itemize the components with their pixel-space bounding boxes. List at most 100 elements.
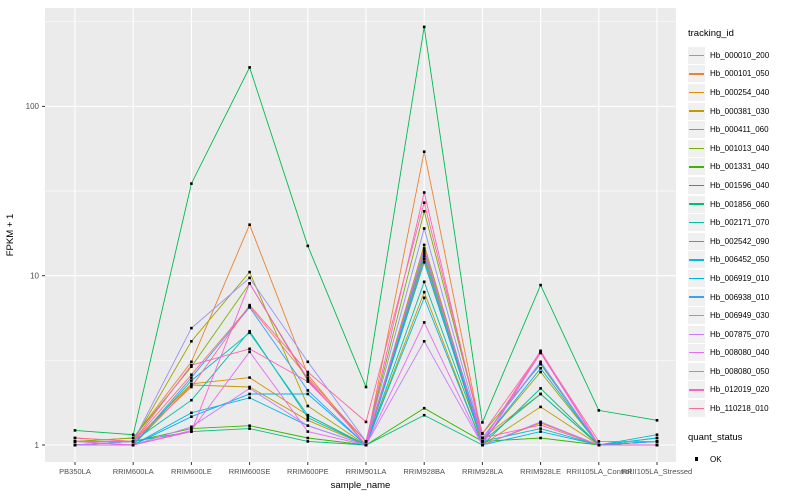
data-point [364, 443, 368, 447]
data-point [422, 290, 426, 294]
data-point [539, 350, 542, 354]
legend-item-Hb_006452_050: Hb_006452_050 [688, 251, 798, 270]
data-point [422, 280, 426, 284]
legend-key-line [688, 325, 705, 343]
legend-key-line [688, 381, 705, 399]
x-tick-label: RRIM901LA [346, 467, 387, 476]
legend-item-Hb_006949_030: Hb_006949_030 [688, 306, 798, 325]
data-point [248, 385, 251, 389]
legend-item-Hb_002542_090: Hb_002542_090 [688, 232, 798, 251]
data-point [539, 423, 542, 427]
data-point [364, 385, 368, 389]
data-point [481, 436, 484, 440]
series-color-swatch [689, 407, 704, 410]
data-point [306, 440, 310, 443]
series-color-swatch [689, 166, 704, 168]
data-point [306, 416, 310, 419]
series-color-swatch [689, 333, 704, 335]
data-point [655, 436, 659, 440]
legend-key-line [688, 307, 705, 325]
legend-item-label: Hb_000254_040 [710, 87, 770, 97]
plot-panel [45, 8, 676, 462]
series-color-swatch [689, 389, 704, 391]
legend-item-Hb_001596_040: Hb_001596_040 [688, 176, 798, 195]
legend-item-label: Hb_008080_050 [710, 366, 770, 376]
data-point [422, 243, 426, 247]
legend-key-line [688, 344, 705, 362]
legend-item-Hb_006919_010: Hb_006919_010 [688, 269, 798, 288]
data-point [73, 443, 77, 447]
y-tick-label: 10 [30, 272, 39, 281]
x-tick-label: RRIM600LE [171, 467, 212, 476]
data-point [539, 392, 542, 396]
data-point [248, 306, 251, 309]
data-point [248, 303, 251, 307]
data-point [539, 405, 542, 409]
data-point [539, 360, 542, 364]
legend-item-label: Hb_001013_040 [710, 143, 770, 153]
data-point [422, 150, 426, 153]
legend-item-Hb_007875_070: Hb_007875_070 [688, 325, 798, 344]
legend-key-line [688, 400, 705, 418]
data-point [73, 429, 77, 432]
x-tick-label: RRIM928LE [520, 467, 561, 476]
data-point [422, 201, 426, 204]
legend-key-line [688, 139, 705, 157]
series-color-swatch [689, 259, 704, 261]
data-point [190, 326, 193, 330]
legend-item-Hb_000411_060: Hb_000411_060 [688, 120, 798, 139]
data-point [539, 420, 542, 424]
data-point [655, 433, 659, 436]
data-point [481, 432, 484, 435]
legend-panel: tracking_id Hb_000010_200 Hb_000101_050 Hb… [688, 28, 798, 468]
legend-item-Hb_001856_060: Hb_001856_060 [688, 195, 798, 214]
legend-key-line [688, 269, 705, 287]
legend-item-quant-OK: OK [688, 450, 798, 469]
data-point [190, 415, 193, 418]
data-point [306, 404, 310, 408]
legend-item-label: Hb_006938_010 [710, 292, 770, 302]
data-point [306, 419, 310, 422]
data-point [422, 321, 426, 324]
legend-item-label: Hb_001596_040 [710, 180, 770, 190]
legend-key-line [688, 176, 705, 194]
series-color-swatch [689, 277, 704, 280]
data-point [306, 430, 310, 433]
data-point [539, 436, 542, 440]
legend-key-line [688, 65, 705, 83]
data-point [248, 424, 251, 427]
data-point [248, 396, 251, 400]
data-point [306, 360, 310, 364]
data-point [597, 440, 601, 443]
data-point [248, 387, 251, 390]
data-point [422, 252, 426, 255]
data-point [422, 210, 426, 213]
data-point [655, 440, 659, 443]
data-point [422, 191, 426, 194]
series-color-swatch [689, 73, 704, 75]
data-point [131, 433, 135, 436]
data-point [422, 255, 426, 258]
data-point [306, 244, 310, 248]
data-point [539, 387, 542, 390]
series-color-swatch [689, 203, 704, 205]
data-point [481, 443, 484, 447]
legend-key-line [688, 121, 705, 139]
series-color-swatch [689, 352, 704, 354]
legend-key-line [688, 214, 705, 232]
x-tick-label: RRIM600LA [113, 467, 154, 476]
data-point [248, 276, 251, 280]
data-point [306, 373, 310, 376]
data-point [306, 424, 310, 427]
data-point [422, 413, 426, 417]
legend-item-Hb_110218_010: Hb_110218_010 [688, 399, 798, 418]
data-point [131, 436, 135, 440]
y-tick-label: 100 [26, 102, 40, 111]
data-point [190, 376, 193, 379]
legend-entries-quant-status: OK [688, 450, 798, 469]
data-point [597, 409, 601, 412]
legend-item-Hb_000010_200: Hb_000010_200 [688, 46, 798, 65]
data-point [306, 376, 310, 379]
x-tick-label: RRIM928BA [403, 467, 445, 476]
